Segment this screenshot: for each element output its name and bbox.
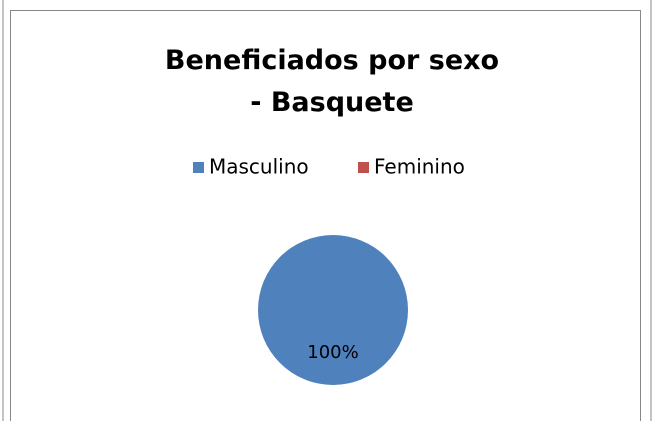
legend-label: Masculino: [209, 155, 309, 179]
legend-swatch: [193, 162, 204, 173]
data-label: 100%: [307, 342, 358, 363]
legend-label: Feminino: [374, 155, 465, 179]
pie-slice: [258, 235, 408, 385]
legend-swatch: [358, 162, 369, 173]
chart-title: Beneficiados por sexo - Basquete: [164, 45, 500, 118]
